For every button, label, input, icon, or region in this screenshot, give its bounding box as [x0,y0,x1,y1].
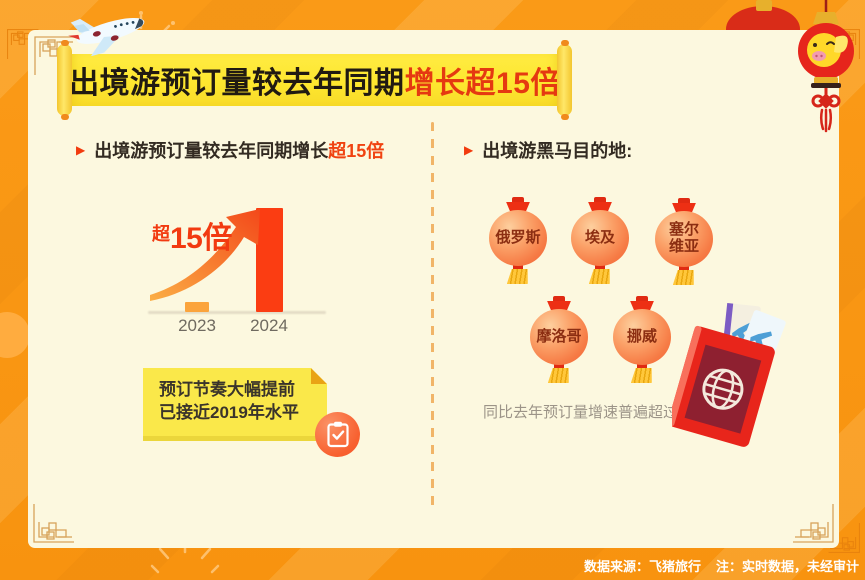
lantern-icon: 摩洛哥 [530,309,588,365]
lantern-icon: 俄罗斯 [489,210,547,266]
lantern-destination-norway: 挪威 [610,296,674,383]
lantern-icon: 埃及 [571,210,629,266]
triangle-bullet-icon: ▶ [464,143,474,157]
passport-icon [672,303,786,447]
triangle-bullet-icon: ▶ [76,143,86,157]
lantern-link [595,265,605,269]
sticky-note: 预订节奏大幅提前 已接近2019年水平 [143,368,327,441]
left-heading-red: 超15倍 [328,141,385,161]
lantern-knob [678,198,690,203]
lantern-stem [756,0,772,11]
lantern-cap [588,202,612,211]
banner-title-black: 出境游预订量较去年同期 [69,67,405,100]
bar-2024 [256,208,283,312]
bar-2023 [185,302,209,312]
chart-baseline [148,311,326,314]
audit-note-text: 注：实时数据，未经审计 [716,559,860,574]
right-caption: 同比去年预订量增速普遍超过50倍 [483,404,710,421]
banner-title: 出境游预订量较去年同期增长超15倍 [69,58,561,102]
lantern-cap [672,203,696,212]
lantern-destination-serbia: 塞尔 维亚 [652,198,716,285]
scroll-roller-right [557,40,572,120]
airplane-icon [68,17,145,56]
destination-label: 挪威 [626,327,657,345]
lantern-knob [636,296,648,301]
destination-label: 埃及 [584,228,615,246]
x-tick-2023: 2023 [178,316,216,335]
lantern-cap [506,202,530,211]
lantern-destination-russia: 俄罗斯 [486,197,550,284]
bar-chart [148,200,330,314]
lantern-destination-morocco: 摩洛哥 [527,296,591,383]
data-source-text: 数据来源：飞猪旅行 [584,559,702,574]
note-line-1: 预订节奏大幅提前 [159,380,295,399]
note-line-2: 已接近2019年水平 [159,403,299,422]
lantern-tassel [547,368,570,383]
lantern-cap [547,301,571,310]
lantern-destination-egypt: 埃及 [568,197,632,284]
lantern-link [513,265,523,269]
background-circle-decoration [0,312,30,358]
section-divider [431,122,434,512]
lantern-knob [553,296,565,301]
left-section-heading: ▶ 出境游预订量较去年同期增长超15倍 [76,137,384,163]
trend-arrow-icon [150,209,260,301]
destination-label: 摩洛哥 [536,327,582,345]
clipboard-badge [315,412,360,457]
clipboard-check-icon [326,421,349,448]
lantern-icon: 塞尔 维亚 [655,211,713,267]
annotation-prefix: 超 [152,224,170,244]
right-heading-text: 出境游黑马目的地: [482,141,633,161]
x-tick-2024: 2024 [250,316,288,335]
lantern-knob [512,197,524,202]
banner-title-red: 增长超15倍 [404,67,561,100]
title-banner: 出境游预订量较去年同期增长超15倍 [66,54,564,106]
lantern-knob [594,197,606,202]
lantern-tassel [506,269,529,284]
left-heading-black: 出境游预订量较去年同期增长 [94,141,329,161]
lantern-link [679,266,689,270]
lantern-link [554,364,564,368]
lantern-tassel [588,269,611,284]
lantern-tassel [672,270,695,285]
right-section-heading: ▶ 出境游黑马目的地: [464,137,632,163]
lantern-cap [630,301,654,310]
left-heading-text: 出境游预订量较去年同期增长超15倍 [94,137,384,163]
lantern-link [637,364,647,368]
corner-ornament-icon [34,36,75,75]
corner-ornament-icon [828,523,860,553]
growth-annotation: 超 15倍 [152,213,232,257]
fliggy-lantern-logo [798,0,854,133]
annotation-value: 15倍 [170,222,232,255]
corner-ornament-icon [793,504,834,543]
lantern-tassel [630,368,653,383]
destination-label: 塞尔 维亚 [668,221,699,255]
note-text: 预订节奏大幅提前 已接近2019年水平 [143,368,327,424]
corner-ornament-icon [33,504,74,543]
destination-label: 俄罗斯 [495,228,541,246]
lantern-icon: 挪威 [613,309,671,365]
scroll-roller-left [57,40,72,120]
